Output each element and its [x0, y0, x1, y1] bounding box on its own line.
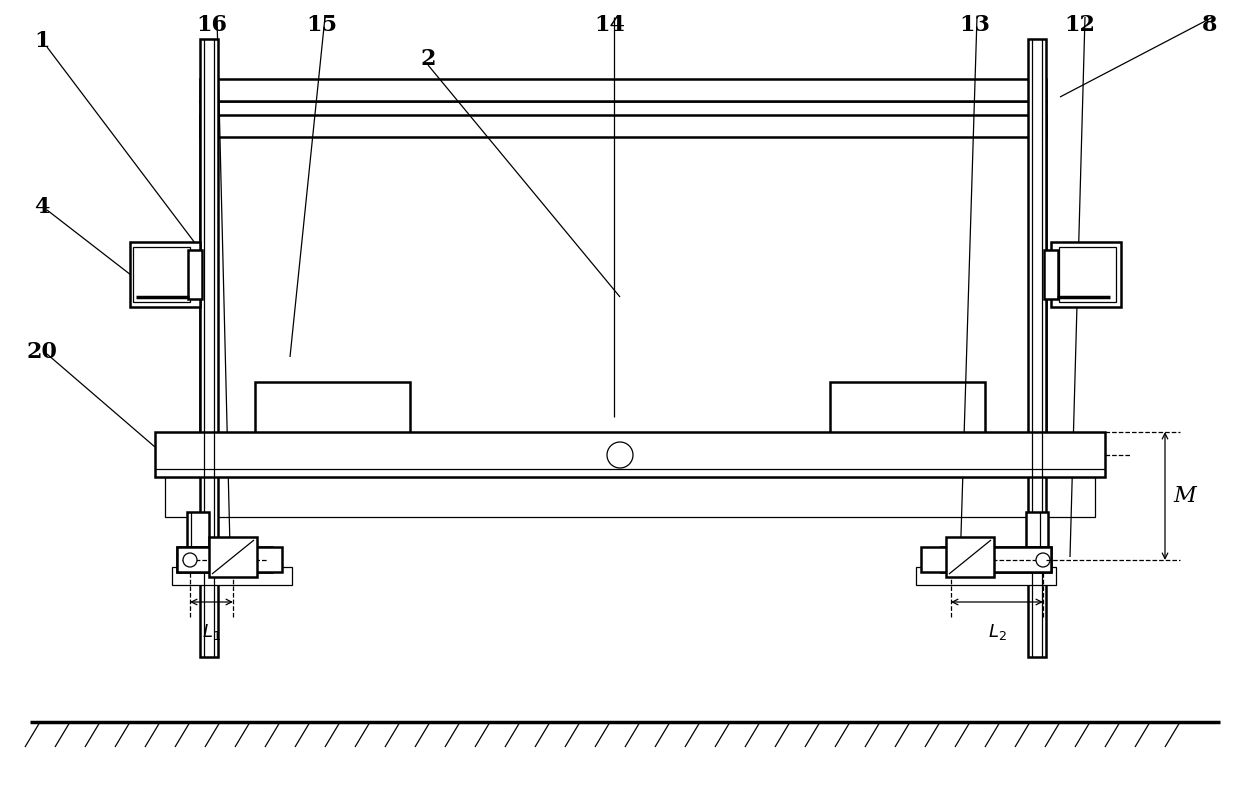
Text: 8: 8	[1203, 14, 1218, 36]
Bar	[916, 567, 1056, 585]
Bar	[255, 382, 410, 467]
Bar	[200, 115, 1047, 137]
Text: 2: 2	[420, 48, 435, 70]
Bar	[946, 537, 994, 577]
Bar	[130, 242, 200, 307]
Text: 15: 15	[306, 14, 337, 36]
Bar	[200, 101, 1047, 467]
Text: 16: 16	[196, 14, 227, 36]
Bar	[165, 477, 1095, 517]
Bar	[210, 537, 257, 577]
Text: 14: 14	[594, 14, 625, 36]
Text: 4: 4	[35, 196, 50, 218]
Bar	[1028, 39, 1047, 657]
Bar	[200, 79, 1047, 101]
Bar	[1044, 250, 1058, 299]
Bar	[187, 512, 210, 547]
Circle shape	[184, 553, 197, 567]
Text: 1: 1	[35, 30, 50, 52]
Text: 13: 13	[960, 14, 991, 36]
Bar	[1025, 512, 1048, 547]
Bar	[172, 567, 291, 585]
Circle shape	[1035, 553, 1050, 567]
Circle shape	[608, 442, 632, 468]
Bar	[133, 247, 190, 302]
Bar	[177, 547, 272, 572]
Bar	[830, 382, 985, 467]
Bar	[200, 39, 218, 657]
Text: $L_2$: $L_2$	[987, 622, 1007, 642]
Bar	[177, 547, 281, 572]
Text: 20: 20	[26, 341, 57, 363]
Bar	[188, 250, 202, 299]
Text: $L_1$: $L_1$	[202, 622, 221, 642]
Bar	[941, 547, 1052, 572]
Text: 12: 12	[1064, 14, 1095, 36]
Bar	[1052, 242, 1121, 307]
Bar	[921, 547, 1052, 572]
Bar	[1059, 247, 1116, 302]
Text: M: M	[1173, 485, 1197, 507]
Bar	[155, 432, 1105, 477]
